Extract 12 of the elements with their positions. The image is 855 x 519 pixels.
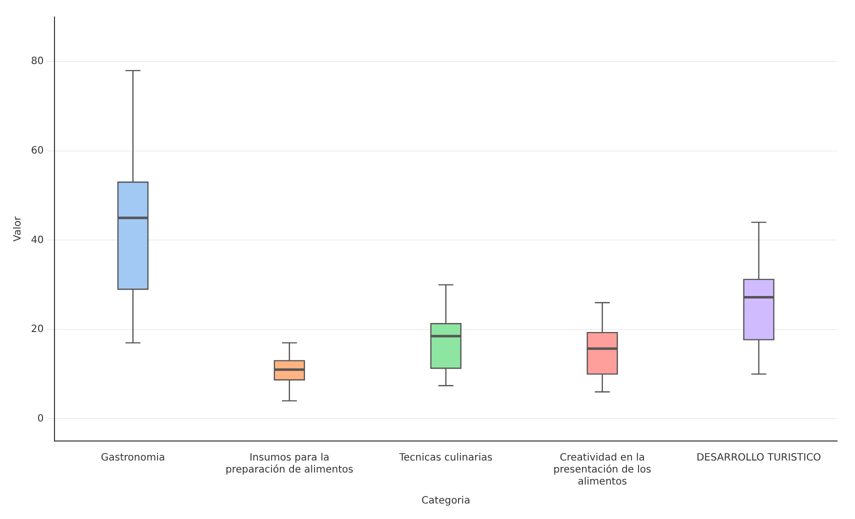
x-axis-title: Categoria	[422, 496, 470, 507]
x-tick-label: DESARROLLO TURISTICO	[696, 452, 822, 464]
x-tick-label: Creatividad en la presentación de los alimentos	[553, 452, 652, 488]
x-tick-label: Tecnicas culinarias	[398, 452, 493, 464]
y-tick-label: 60	[30, 145, 44, 156]
y-tick-label: 40	[30, 234, 44, 246]
y-tick-label: 20	[30, 324, 44, 336]
y-tick-label: 80	[30, 56, 44, 68]
x-tick-label: Insumos para la preparación de alimentos	[225, 452, 354, 476]
y-axis-title: Valor	[12, 216, 24, 242]
y-tick-label: 0	[37, 413, 44, 424]
x-tick-label: Gastronomia	[100, 452, 166, 464]
